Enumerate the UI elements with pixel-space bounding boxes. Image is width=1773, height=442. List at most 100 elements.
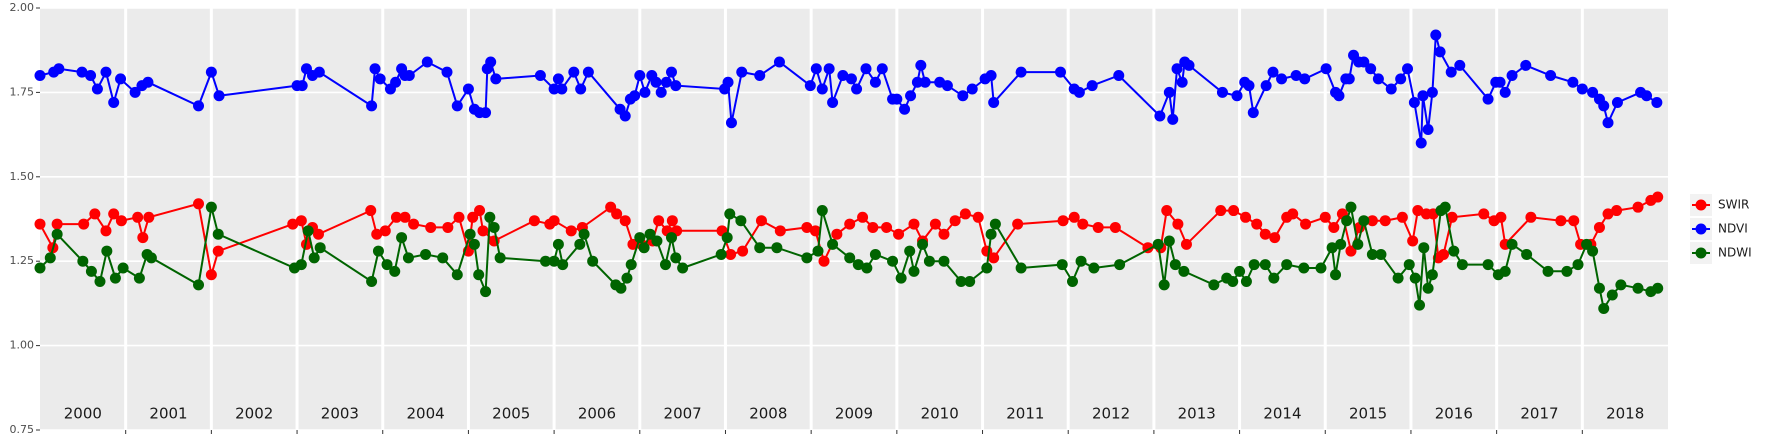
data-point	[715, 248, 727, 260]
data-point	[389, 265, 401, 277]
data-point	[1171, 63, 1183, 75]
data-point	[369, 63, 381, 75]
data-point	[1478, 208, 1490, 220]
data-point	[366, 275, 378, 287]
data-point	[1598, 302, 1610, 314]
y-tick-label: 1.75	[10, 85, 35, 98]
data-point	[212, 228, 224, 240]
data-point	[773, 56, 785, 68]
data-point	[1409, 272, 1421, 284]
data-point	[494, 252, 506, 264]
data-point	[1358, 56, 1370, 68]
data-point	[627, 238, 639, 250]
data-point	[988, 252, 1000, 264]
data-point	[108, 97, 120, 109]
data-point	[145, 252, 157, 264]
data-point	[365, 205, 377, 217]
data-point	[876, 63, 888, 75]
data-point	[296, 80, 308, 92]
data-point	[1240, 275, 1252, 287]
data-point	[1158, 279, 1170, 291]
data-point	[823, 63, 835, 75]
data-point	[1414, 299, 1426, 311]
data-point	[451, 100, 463, 112]
data-point	[1385, 83, 1397, 95]
data-point	[381, 259, 393, 271]
data-point	[1456, 259, 1468, 271]
data-point	[1379, 215, 1391, 227]
data-point	[129, 86, 141, 98]
x-tick-label: 2016	[1435, 405, 1473, 423]
legend-point	[1695, 247, 1707, 259]
data-point	[464, 228, 476, 240]
data-point	[1333, 90, 1345, 102]
x-tick-label: 2013	[1178, 405, 1216, 423]
data-point	[1248, 259, 1260, 271]
data-point	[1506, 238, 1518, 250]
data-point	[1345, 245, 1357, 257]
data-point	[809, 225, 821, 237]
legend-label: NDWI	[1718, 246, 1752, 260]
data-point	[938, 255, 950, 267]
data-point	[1358, 215, 1370, 227]
data-point	[929, 218, 941, 230]
data-point	[133, 272, 145, 284]
data-point	[1161, 205, 1173, 217]
data-point	[372, 245, 384, 257]
data-point	[1276, 73, 1288, 85]
data-point	[1426, 269, 1438, 281]
data-point	[869, 76, 881, 88]
y-tick-label: 0.75	[10, 423, 35, 436]
data-point	[100, 225, 112, 237]
data-point	[295, 215, 307, 227]
data-point	[1240, 211, 1252, 223]
data-point	[1281, 259, 1293, 271]
data-point	[812, 245, 824, 257]
data-point	[837, 70, 849, 82]
data-point	[442, 221, 454, 233]
data-point	[568, 66, 580, 78]
data-point	[941, 80, 953, 92]
data-point	[1448, 245, 1460, 257]
x-tick-label: 2004	[406, 405, 444, 423]
data-point	[844, 252, 856, 264]
data-point	[212, 245, 224, 257]
data-point	[467, 211, 479, 223]
data-point	[1269, 232, 1281, 244]
data-point	[1066, 275, 1078, 287]
data-point	[477, 225, 489, 237]
data-point	[1641, 90, 1653, 102]
data-point	[1499, 265, 1511, 277]
data-point	[917, 238, 929, 250]
data-point	[1542, 265, 1554, 277]
data-point	[213, 90, 225, 102]
data-point	[540, 255, 552, 267]
data-point	[441, 66, 453, 78]
legend-point	[1695, 199, 1707, 211]
data-point	[736, 66, 748, 78]
data-point	[1366, 215, 1378, 227]
data-point	[85, 265, 97, 277]
data-point	[1251, 218, 1263, 230]
data-point	[132, 211, 144, 223]
data-point	[1365, 63, 1377, 75]
data-point	[1299, 73, 1311, 85]
x-tick-label: 2015	[1349, 405, 1387, 423]
data-point	[1446, 211, 1458, 223]
data-point	[1298, 262, 1310, 274]
data-point	[552, 238, 564, 250]
x-tick-label: 2009	[835, 405, 873, 423]
data-point	[923, 255, 935, 267]
data-point	[857, 211, 869, 223]
data-point	[480, 286, 492, 298]
data-point	[1328, 221, 1340, 233]
data-point	[44, 252, 56, 264]
data-point	[619, 110, 631, 122]
data-point	[1520, 59, 1532, 71]
data-point	[1057, 215, 1069, 227]
data-point	[721, 232, 733, 244]
x-tick-label: 2000	[64, 405, 102, 423]
y-tick-label: 2.00	[10, 1, 35, 14]
data-point	[117, 262, 129, 274]
data-point	[484, 211, 496, 223]
